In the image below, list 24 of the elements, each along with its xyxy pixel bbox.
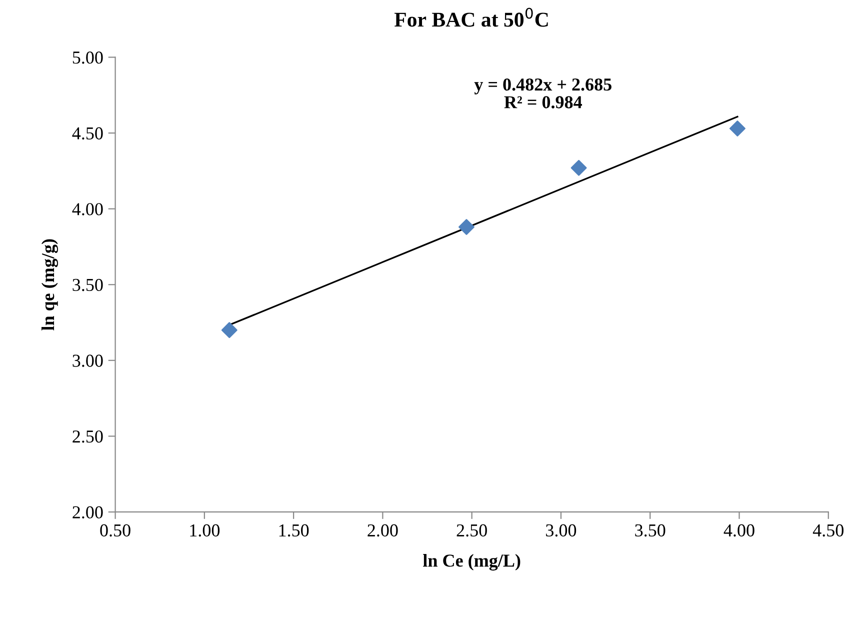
x-tick-label: 1.50 (279, 524, 309, 537)
x-tick-label: 1.00 (190, 524, 220, 537)
x-tick-label: 3.50 (635, 524, 666, 537)
x-axis-title: ln Ce (mg/L) (423, 554, 520, 571)
x-tick-label: 3.00 (546, 524, 576, 537)
y-tick-label: 3.00 (72, 354, 103, 367)
point (458, 219, 474, 235)
y-axis-title: ln qe (mg/g) (41, 239, 58, 330)
point (221, 322, 238, 338)
annotation: y = 0.482x + 2.685 R² = 0.984 (474, 78, 612, 108)
x-tick-label: 4.50 (812, 524, 844, 537)
y-tick-label: 2.50 (72, 430, 103, 443)
x-tick-label: 0.50 (100, 524, 130, 537)
point (570, 160, 587, 176)
y-tick-label: 4.50 (72, 127, 103, 140)
y-tick-label: 4.00 (72, 203, 103, 216)
chart-title: For BAC at 50$^{0}$C (394, 8, 548, 27)
x-tick-label: 2.00 (368, 524, 398, 537)
x-tick-label: 2.50 (456, 524, 487, 537)
x-tick-label: 4.00 (724, 524, 754, 537)
y-tick-label: 2.00 (72, 506, 103, 518)
y-tick-label: 3.50 (72, 278, 103, 292)
y-tick-label: 5.00 (72, 51, 103, 64)
point (729, 120, 746, 136)
